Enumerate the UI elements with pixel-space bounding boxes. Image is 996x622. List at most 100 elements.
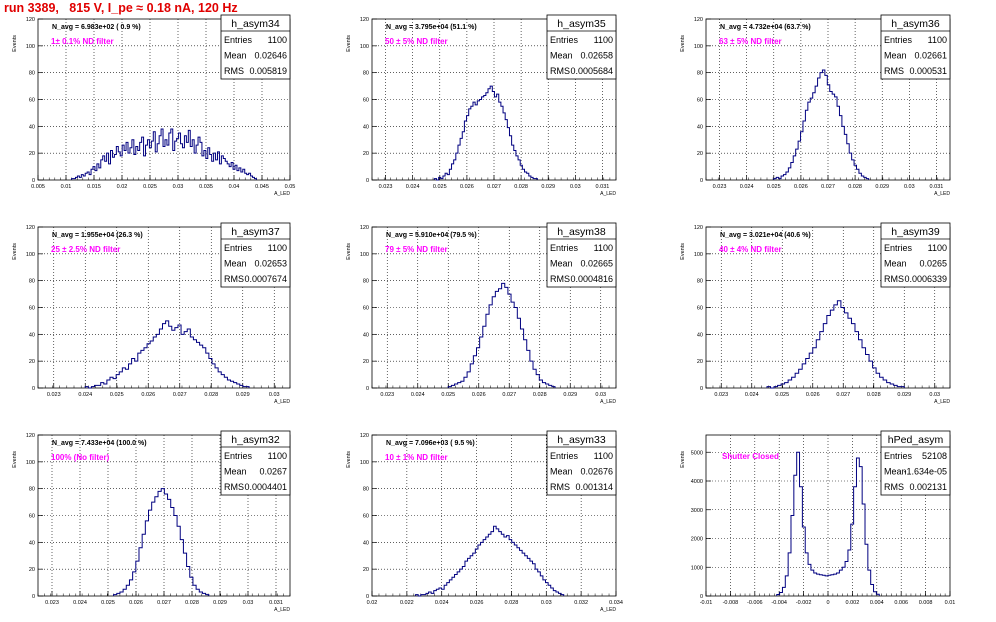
x-tick-label: 0.03 — [904, 184, 915, 190]
y-tick-label: 1000 — [691, 565, 703, 571]
x-tick-label: 0.05 — [285, 184, 296, 190]
stats-label-entries: Entries — [884, 243, 913, 253]
y-tick-label: 3000 — [691, 508, 703, 514]
stats-label-entries: Entries — [884, 35, 913, 45]
x-tick-label: 0.025 — [143, 184, 157, 190]
histogram-name: h_asym37 — [231, 226, 280, 238]
x-tick-label: 0.024 — [73, 600, 87, 606]
x-tick-label: -0.008 — [723, 600, 739, 606]
y-axis-title: Events — [346, 35, 352, 52]
x-tick-label: 0.027 — [502, 392, 516, 398]
stats-value-mean: 0.02658 — [580, 51, 613, 61]
x-tick-label: 0.028 — [505, 600, 519, 606]
stats-box — [546, 222, 617, 288]
x-tick-label: 0.03 — [541, 600, 552, 606]
histogram-line-h_asym35 — [433, 85, 538, 181]
x-tick-label: 0.029 — [897, 392, 911, 398]
navg-label: N_avg = 7.096e+03 ( 9.5 %) — [386, 440, 475, 447]
x-axis-title: A_LED — [934, 191, 950, 197]
y-tick-label: 20 — [29, 359, 35, 365]
histogram-panel-h_asym34: 0.005 0.01 0.015 0.02 0.025 0.03 0.035 0.04 0.04… — [12, 14, 296, 197]
histogram-line-h_asym32 — [113, 488, 210, 596]
y-tick-label: 20 — [697, 151, 703, 157]
navg-label: N_avg = 5.910e+04 (79.5 %) — [386, 232, 477, 239]
stats-value-mean: -1.634e-05 — [903, 467, 947, 477]
y-axis-title: Events — [12, 451, 18, 468]
y-axis-title: Events — [680, 243, 686, 260]
y-tick-label: 0 — [700, 594, 703, 600]
y-tick-label: 100 — [694, 252, 703, 258]
histogram-panel-h_asym37: 0.023 0.024 0.025 0.026 0.027 0.028 0.029 0.03 0… — [12, 222, 291, 405]
stats-box — [220, 14, 291, 80]
x-tick-label: 0.025 — [441, 392, 455, 398]
x-tick-label: 0.02 — [117, 184, 128, 190]
histogram-name: h_asym35 — [557, 18, 606, 30]
x-tick-label: 0.006 — [894, 600, 908, 606]
x-tick-label: 0.029 — [236, 392, 250, 398]
stats-label-rms: RMS — [224, 482, 244, 492]
y-tick-label: 80 — [363, 487, 369, 493]
y-tick-label: 100 — [26, 44, 35, 50]
y-tick-label: 120 — [26, 433, 35, 439]
x-tick-label: 0.026 — [129, 600, 143, 606]
stats-value-rms: 0.005819 — [249, 66, 287, 76]
stats-value-mean: 0.02653 — [254, 259, 287, 269]
x-tick-label: 0.03 — [243, 600, 254, 606]
x-tick-label: 0.024 — [411, 392, 425, 398]
y-tick-label: 5000 — [691, 450, 703, 456]
x-tick-label: 0.01 — [945, 600, 956, 606]
stats-value-rms: 0.002131 — [909, 482, 947, 492]
x-tick-label: 0.03 — [173, 184, 184, 190]
histogram-name: h_asym32 — [231, 434, 280, 446]
y-tick-label: 40 — [363, 540, 369, 546]
y-tick-label: 20 — [29, 151, 35, 157]
histogram-name: h_asym34 — [231, 18, 280, 30]
y-tick-label: 100 — [360, 460, 369, 466]
x-tick-label: 0.028 — [533, 392, 547, 398]
x-tick-label: 0.031 — [930, 184, 944, 190]
y-tick-label: 0 — [700, 386, 703, 392]
x-axis-title: A_LED — [600, 607, 616, 613]
y-tick-label: 0 — [32, 594, 35, 600]
y-tick-label: 80 — [697, 279, 703, 285]
y-tick-label: 120 — [26, 225, 35, 231]
y-tick-label: 40 — [29, 332, 35, 338]
x-tick-label: 0.024 — [745, 392, 759, 398]
x-tick-label: 0.025 — [767, 184, 781, 190]
y-tick-label: 100 — [360, 44, 369, 50]
y-tick-label: 0 — [366, 178, 369, 184]
x-tick-label: 0.026 — [141, 392, 155, 398]
x-tick-label: 0.032 — [574, 600, 588, 606]
stats-label-entries: Entries — [550, 35, 579, 45]
histogram-line-h_asym34 — [71, 128, 257, 180]
stats-label-mean: Mean — [224, 467, 247, 477]
y-tick-label: 80 — [697, 71, 703, 77]
stats-value-rms: 0.001314 — [575, 482, 613, 492]
x-tick-label: 0.023 — [713, 184, 727, 190]
y-tick-label: 80 — [363, 279, 369, 285]
y-tick-label: 2000 — [691, 537, 703, 543]
y-tick-label: 60 — [29, 514, 35, 520]
x-tick-label: 0.04 — [229, 184, 240, 190]
x-tick-label: 0.027 — [836, 392, 850, 398]
y-tick-label: 100 — [26, 252, 35, 258]
stats-value-entries: 52108 — [922, 451, 947, 461]
x-tick-label: 0.024 — [78, 392, 92, 398]
y-tick-label: 120 — [694, 17, 703, 23]
stats-label-mean: Mean — [224, 259, 247, 269]
x-tick-label: 0.029 — [563, 392, 577, 398]
y-tick-label: 40 — [29, 124, 35, 130]
x-tick-label: 0.025 — [101, 600, 115, 606]
x-axis-title: A_LED — [274, 191, 290, 197]
y-axis-title: Events — [346, 451, 352, 468]
histogram-panel-h_asym35: 0.023 0.024 0.025 0.026 0.027 0.028 0.029 0.03 0… — [346, 14, 617, 197]
y-tick-label: 20 — [363, 359, 369, 365]
x-tick-label: -0.006 — [747, 600, 763, 606]
stats-value-rms: 0.0004816 — [570, 274, 613, 284]
stats-label-mean: Mean — [884, 259, 907, 269]
y-tick-label: 60 — [697, 306, 703, 312]
y-axis-title: Events — [680, 451, 686, 468]
navg-label: N_avg = 3.021e+04 (40.6 %) — [720, 232, 811, 239]
x-tick-label: 0.023 — [380, 392, 394, 398]
